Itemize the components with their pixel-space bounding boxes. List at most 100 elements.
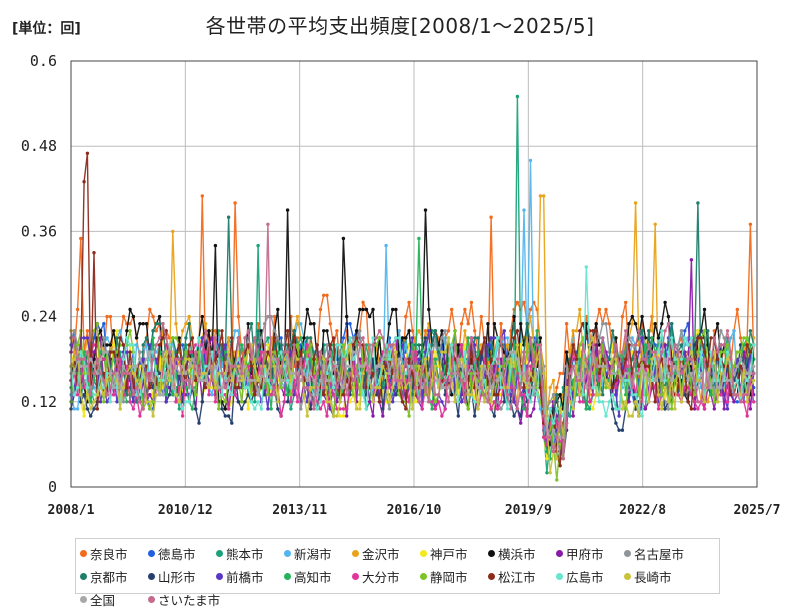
data-point <box>410 407 415 411</box>
data-point <box>138 322 142 326</box>
data-point <box>650 371 654 376</box>
data-point <box>289 393 293 397</box>
data-point <box>315 407 319 411</box>
data-point <box>223 343 227 347</box>
data-point <box>187 322 191 326</box>
data-point <box>240 400 244 404</box>
data-point <box>194 393 198 397</box>
data-point <box>154 393 158 397</box>
data-point <box>394 378 398 383</box>
legend-marker <box>216 573 223 580</box>
data-point <box>381 364 385 368</box>
data-point <box>532 407 536 411</box>
data-point <box>210 336 214 340</box>
data-point <box>259 336 264 340</box>
data-point <box>719 385 723 390</box>
x-tick-label: 2008/1 <box>48 503 95 518</box>
data-point <box>180 364 185 368</box>
data-point <box>207 385 211 390</box>
data-point <box>295 364 300 368</box>
data-point <box>220 371 224 376</box>
data-point <box>289 371 293 376</box>
data-point <box>217 371 221 376</box>
data-point <box>699 336 703 340</box>
data-point <box>492 336 497 340</box>
data-point <box>440 336 444 340</box>
data-point <box>364 407 369 411</box>
data-point <box>345 314 349 319</box>
data-point <box>341 393 346 397</box>
data-point <box>627 322 631 326</box>
data-point <box>715 400 720 404</box>
data-point <box>266 222 270 226</box>
data-point <box>200 371 204 376</box>
data-point <box>656 407 661 411</box>
data-point <box>666 400 671 404</box>
data-point <box>404 371 408 376</box>
data-point <box>627 364 631 368</box>
data-point <box>512 350 516 354</box>
data-point <box>568 350 572 354</box>
data-point <box>305 357 309 361</box>
data-point <box>427 329 431 333</box>
data-point <box>699 350 703 354</box>
data-point <box>551 407 556 411</box>
data-point <box>633 322 638 326</box>
data-point <box>308 393 313 397</box>
data-point <box>253 378 257 383</box>
data-point <box>433 350 437 354</box>
data-point <box>666 322 671 326</box>
data-point <box>712 400 716 404</box>
data-point <box>151 414 155 418</box>
data-point <box>102 322 106 326</box>
data-point <box>180 393 185 397</box>
data-point <box>630 314 634 319</box>
data-point <box>128 343 132 347</box>
data-point <box>732 400 736 404</box>
legend-entry: 熊本市 <box>216 542 284 565</box>
data-point <box>489 407 493 411</box>
data-point <box>738 364 743 368</box>
data-point <box>384 371 388 376</box>
data-point <box>318 400 323 404</box>
data-point <box>528 357 533 361</box>
chart-title: 各世帯の平均支出頻度[2008/1～2025/5] <box>205 14 595 38</box>
data-point <box>210 393 214 397</box>
data-point <box>387 343 392 347</box>
data-point <box>640 314 644 319</box>
data-point <box>614 371 618 376</box>
legend-label: 名古屋市 <box>634 547 685 562</box>
data-point <box>407 414 411 418</box>
y-tick-label: 0.48 <box>21 137 57 155</box>
data-point <box>450 371 454 376</box>
data-point <box>85 385 90 390</box>
data-point <box>302 350 306 354</box>
data-point <box>210 350 214 354</box>
data-point <box>417 378 421 383</box>
data-point <box>335 385 339 390</box>
data-point <box>233 329 237 333</box>
data-point <box>75 385 80 390</box>
data-point <box>469 300 474 305</box>
legend-entry: 長崎市 <box>624 565 692 588</box>
data-point <box>368 343 372 347</box>
data-point <box>138 357 142 361</box>
data-point <box>712 336 716 340</box>
data-point <box>236 400 241 404</box>
data-point <box>128 400 132 404</box>
data-point <box>673 343 677 347</box>
data-point <box>620 428 625 432</box>
data-point <box>564 421 569 425</box>
data-point <box>545 449 549 454</box>
data-point <box>400 364 405 368</box>
data-point <box>305 350 309 354</box>
data-point <box>499 385 503 390</box>
data-point <box>272 393 277 397</box>
data-point <box>535 357 539 361</box>
data-point <box>729 393 733 397</box>
series-layer <box>69 94 756 482</box>
data-point <box>633 371 638 376</box>
data-point <box>430 407 434 411</box>
data-point <box>745 371 749 376</box>
data-point <box>525 385 529 390</box>
